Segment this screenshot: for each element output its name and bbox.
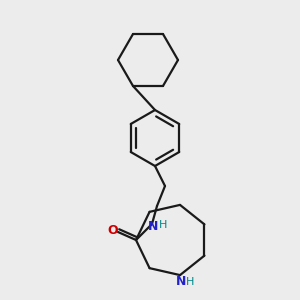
Text: N: N — [176, 274, 186, 288]
Text: H: H — [159, 220, 167, 230]
Text: H: H — [186, 277, 194, 287]
Text: N: N — [148, 220, 158, 232]
Text: O: O — [108, 224, 118, 238]
